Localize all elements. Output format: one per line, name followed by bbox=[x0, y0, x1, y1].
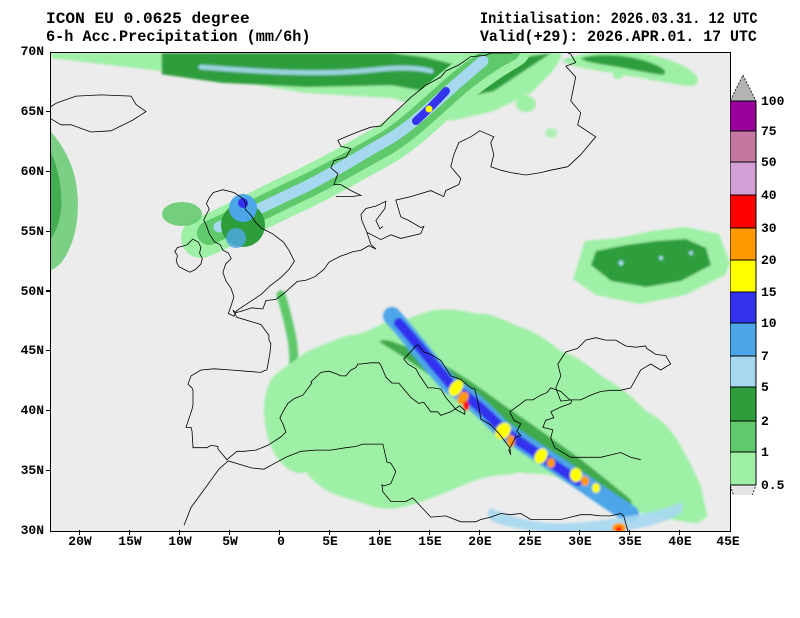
svg-text:1: 1 bbox=[761, 445, 769, 460]
svg-text:15: 15 bbox=[761, 285, 777, 300]
svg-text:2: 2 bbox=[761, 414, 769, 429]
svg-text:5: 5 bbox=[761, 380, 769, 395]
svg-text:50: 50 bbox=[761, 155, 777, 170]
svg-text:10: 10 bbox=[761, 316, 777, 331]
svg-text:0.5: 0.5 bbox=[761, 478, 785, 493]
svg-text:7: 7 bbox=[761, 349, 769, 364]
svg-text:20: 20 bbox=[761, 253, 777, 268]
svg-text:100: 100 bbox=[761, 94, 785, 109]
svg-text:40: 40 bbox=[761, 188, 777, 203]
svg-text:30: 30 bbox=[761, 221, 777, 236]
svg-text:75: 75 bbox=[761, 124, 777, 139]
